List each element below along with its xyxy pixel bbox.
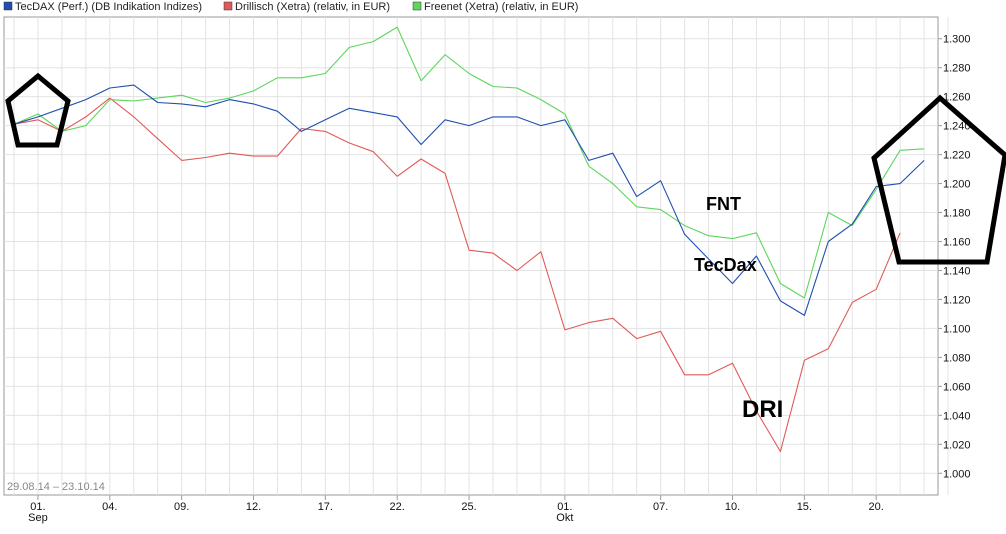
series-line-0 [13,84,925,316]
y-tick-label: 1.160 [943,237,971,249]
annotation-fnt: FNT [706,194,741,214]
series-lines [13,26,925,453]
legend-label-tecdax: TecDAX (Perf.) (DB Indikation Indizes) [15,1,202,13]
y-tick-label: 1.300 [943,34,971,46]
x-tick-label: 20. [869,501,884,513]
annotation-tecdax: TecDax [694,255,757,275]
series-line-2 [13,26,925,299]
pentagon-annotation-left [5,72,71,148]
legend-swatch-freenet [412,1,422,11]
series-line-1 [13,97,901,453]
x-tick-label: 17. [318,501,333,513]
grid [4,17,949,495]
x-tick-label: 07. [653,501,668,513]
y-tick-label: 1.000 [943,468,971,480]
y-axis: 1.000 1.020 1.040 1.060 1.080 1.100 1.120 1.140… [938,34,971,480]
annotation-dri: DRI [742,396,783,423]
plot-area [3,16,939,496]
x-tick-label: 01. [30,501,45,513]
legend: TecDAX (Perf.) (DB Indikation Indizes) D… [3,1,578,13]
legend-swatch-drillisch [223,1,233,11]
y-tick-label: 1.100 [943,323,971,335]
x-tick-label: 09. [174,501,189,513]
y-tick-label: 1.240 [943,121,971,133]
y-tick-label: 1.140 [943,265,971,277]
y-tick-label: 1.060 [943,381,971,393]
x-tick-sublabel: Okt [556,512,573,524]
y-tick-label: 1.260 [943,92,971,104]
x-tick-label: 22. [390,501,405,513]
x-tick-label: 12. [246,501,261,513]
y-tick-label: 1.120 [943,294,971,306]
legend-label-drillisch: Drillisch (Xetra) (relativ, in EUR) [235,1,390,13]
pentagon-annotation-right [871,94,1006,265]
y-tick-label: 1.180 [943,208,971,220]
y-tick-label: 1.280 [943,63,971,75]
y-tick-label: 1.020 [943,439,971,451]
y-tick-label: 1.200 [943,179,971,191]
y-tick-label: 1.040 [943,410,971,422]
x-tick-label: 01. [557,501,572,513]
y-tick-label: 1.080 [943,352,971,364]
x-tick-label: 10. [725,501,740,513]
x-tick-label: 04. [102,501,117,513]
y-tick-label: 1.220 [943,150,971,162]
legend-swatch-tecdax [3,1,13,11]
date-range-label: 29.08.14 – 23.10.14 [7,481,105,493]
x-tick-label: 25. [461,501,476,513]
x-tick-label: 15. [797,501,812,513]
legend-label-freenet: Freenet (Xetra) (relativ, in EUR) [424,1,578,13]
x-tick-sublabel: Sep [28,512,48,524]
